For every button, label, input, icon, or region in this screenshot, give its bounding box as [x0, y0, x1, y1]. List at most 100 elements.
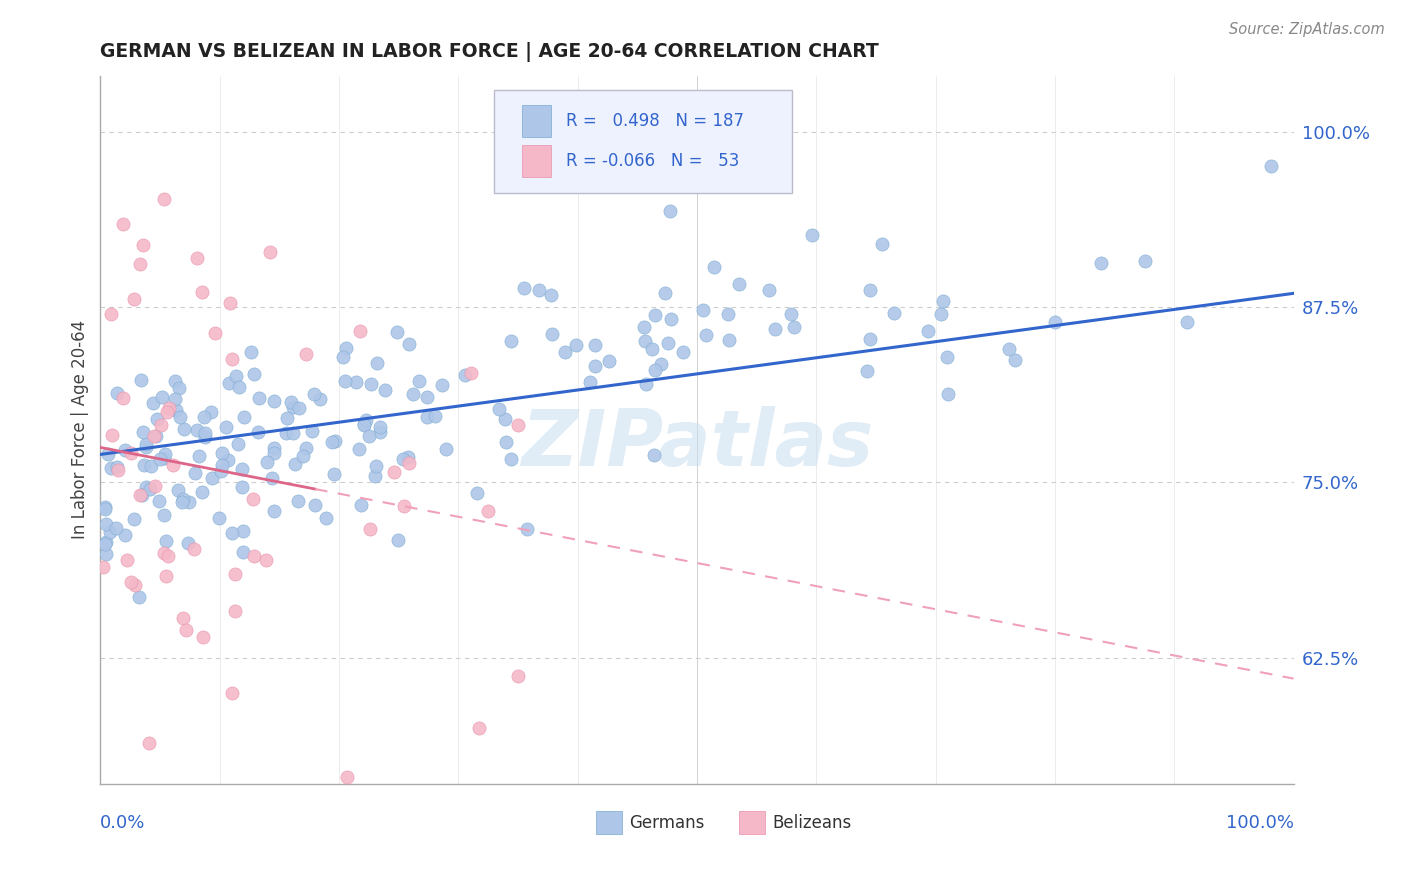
Point — [360, 376, 382, 391]
Point — [105, 385, 128, 400]
Point — [155, 568, 177, 582]
Point — [598, 354, 620, 368]
Point — [644, 363, 666, 377]
Point — [717, 307, 740, 321]
Point — [172, 611, 194, 625]
Point — [145, 429, 167, 443]
Point — [349, 325, 371, 339]
Point — [287, 401, 309, 415]
Point — [100, 461, 122, 475]
Point — [263, 393, 285, 408]
Point — [936, 387, 959, 401]
Text: GERMAN VS BELIZEAN IN LABOR FORCE | AGE 20-64 CORRELATION CHART: GERMAN VS BELIZEAN IN LABOR FORCE | AGE … — [100, 42, 879, 62]
Point — [728, 277, 751, 291]
Point — [416, 390, 439, 404]
Point — [541, 326, 564, 341]
Point — [359, 522, 381, 536]
Point — [929, 307, 952, 321]
Point — [124, 512, 146, 526]
Point — [294, 347, 316, 361]
Point — [172, 492, 194, 507]
Point — [717, 333, 740, 347]
Point — [186, 423, 208, 437]
Point — [166, 483, 188, 497]
Point — [142, 396, 165, 410]
Point — [242, 549, 264, 564]
Point — [332, 350, 354, 364]
Point — [254, 553, 277, 567]
Point — [177, 494, 200, 508]
Point — [936, 350, 959, 364]
Text: Germans: Germans — [628, 814, 704, 831]
Point — [146, 411, 169, 425]
Text: R =   0.498   N = 187: R = 0.498 N = 187 — [565, 112, 744, 129]
Point — [228, 379, 250, 393]
Point — [128, 590, 150, 604]
Point — [554, 344, 576, 359]
Point — [153, 546, 176, 560]
Point — [131, 488, 153, 502]
Point — [856, 364, 879, 378]
Point — [644, 308, 666, 322]
Point — [211, 458, 233, 472]
Point — [183, 542, 205, 557]
Point — [173, 422, 195, 436]
Point — [263, 504, 285, 518]
Point — [1175, 315, 1198, 329]
Point — [364, 458, 387, 473]
Point — [135, 436, 157, 450]
Point — [366, 356, 388, 370]
Point — [132, 458, 155, 472]
Point — [758, 283, 780, 297]
Point — [276, 425, 298, 440]
Point — [659, 203, 682, 218]
Point — [416, 410, 439, 425]
Point — [506, 417, 529, 432]
Point — [209, 464, 232, 478]
Point — [105, 460, 128, 475]
Point — [263, 446, 285, 460]
Point — [111, 391, 134, 405]
Point — [215, 420, 238, 434]
Point — [93, 537, 115, 551]
Point — [398, 456, 420, 470]
Point — [191, 285, 214, 299]
Point — [335, 341, 357, 355]
Point — [139, 458, 162, 473]
Point — [188, 449, 211, 463]
Point — [184, 466, 207, 480]
Point — [494, 411, 516, 425]
Point — [169, 409, 191, 424]
Point — [499, 451, 522, 466]
Point — [364, 469, 387, 483]
Point — [228, 437, 250, 451]
Point — [783, 319, 806, 334]
Point — [634, 377, 657, 392]
Point — [997, 342, 1019, 356]
Point — [460, 366, 482, 380]
Point — [295, 442, 318, 456]
Point — [634, 334, 657, 348]
Point — [374, 383, 396, 397]
Point — [477, 504, 499, 518]
Point — [156, 405, 179, 419]
Point — [117, 553, 139, 567]
Point — [1090, 256, 1112, 270]
Point — [247, 391, 270, 405]
Point — [287, 493, 309, 508]
Point — [129, 488, 152, 502]
Point — [162, 458, 184, 472]
Point — [301, 424, 323, 438]
Point — [870, 236, 893, 251]
Point — [94, 500, 117, 514]
Point — [233, 409, 256, 424]
Point — [165, 403, 187, 417]
Point — [165, 392, 187, 406]
Point — [302, 387, 325, 401]
Point — [94, 534, 117, 549]
Point — [143, 478, 166, 492]
Point — [659, 312, 682, 326]
Point — [122, 292, 145, 306]
Point — [176, 624, 198, 638]
Point — [657, 335, 679, 350]
